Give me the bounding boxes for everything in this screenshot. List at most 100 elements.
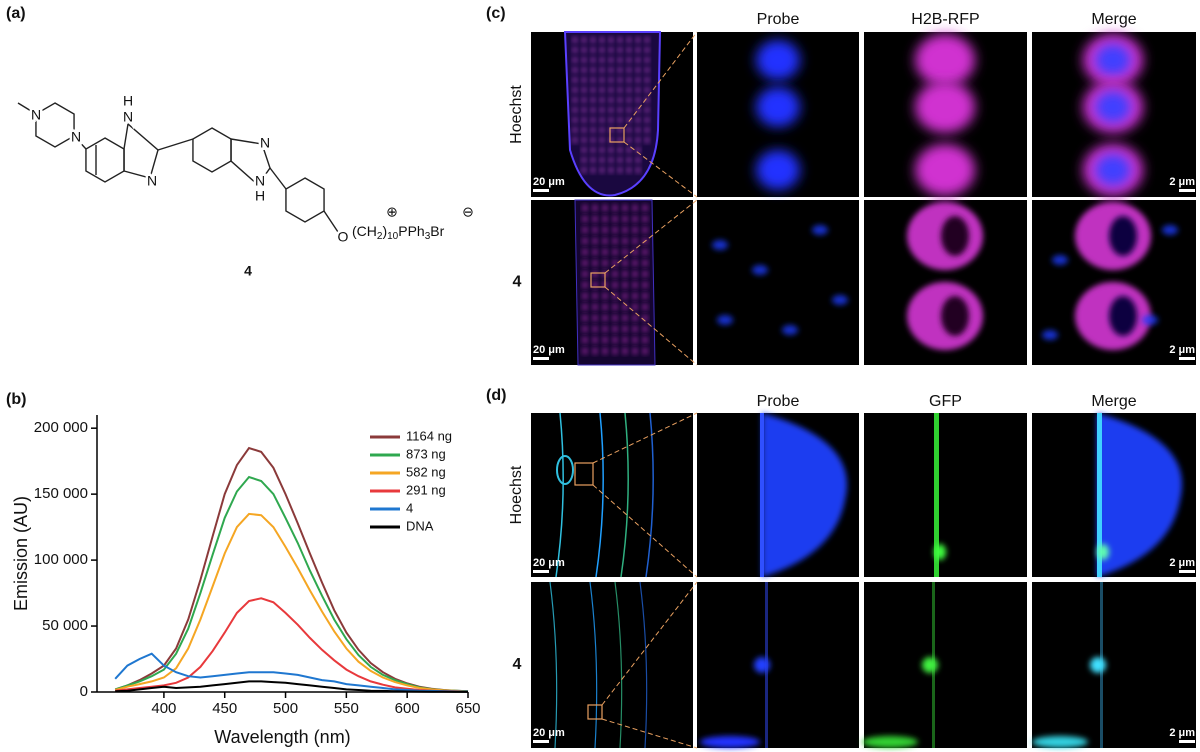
signal (602, 260, 608, 266)
signal (934, 544, 946, 560)
atom-label: O (338, 229, 349, 245)
scale-bar (1179, 189, 1195, 192)
series-line (114, 512, 469, 693)
zoom-line (601, 718, 698, 749)
zoom-line (604, 286, 698, 366)
signal (941, 296, 969, 336)
signal (599, 37, 605, 43)
signal (622, 326, 628, 332)
signal (644, 37, 650, 43)
signal (592, 315, 598, 321)
signal (572, 137, 578, 143)
y-tick-label: 100 000 (34, 551, 88, 568)
signal (622, 227, 628, 233)
signal (642, 315, 648, 321)
signal (602, 205, 608, 211)
zoom-box (590, 272, 606, 288)
signal (635, 147, 641, 153)
chain-part: Br (430, 223, 444, 239)
scale-bar-label: 2 μm (1169, 344, 1195, 356)
signal (832, 295, 848, 305)
zoom-line (592, 484, 698, 578)
signal (590, 67, 596, 73)
signal (1097, 544, 1109, 560)
signal (590, 127, 596, 133)
signal (622, 293, 628, 299)
atom-label: H (255, 188, 265, 204)
signal (635, 167, 641, 173)
signal (1095, 44, 1131, 76)
signal (581, 127, 587, 133)
signal (626, 107, 632, 113)
zoom-box (574, 462, 594, 486)
signal (581, 87, 587, 93)
signal (635, 127, 641, 133)
signal (644, 137, 650, 143)
signal (582, 326, 588, 332)
column-header: Probe (757, 393, 800, 410)
atom-label: N (255, 173, 265, 189)
cell-wall (595, 412, 604, 578)
signal (632, 282, 638, 288)
scale-bar (1179, 740, 1195, 743)
signal (622, 216, 628, 222)
signal (915, 34, 975, 86)
signal (581, 107, 587, 113)
cell-wall (614, 581, 623, 749)
signal (582, 238, 588, 244)
cell-wall (555, 412, 564, 578)
ring (192, 127, 232, 173)
signal (1095, 91, 1131, 123)
signal (756, 40, 800, 80)
x-tick-label: 600 (395, 700, 420, 717)
signal (617, 67, 623, 73)
signal (590, 97, 596, 103)
microscopy-panels: Probe H2B-RFP Merge Hoechst 4 20 μm 2 μm 20 μm 2… (508, 11, 1196, 749)
signal (590, 117, 596, 123)
signal (644, 117, 650, 123)
signal (590, 87, 596, 93)
atom-label: N (260, 135, 270, 151)
signal (782, 325, 798, 335)
scale-bar-label: 2 μm (1169, 557, 1195, 569)
signal (612, 227, 618, 233)
signal (642, 304, 648, 310)
micrograph (697, 200, 859, 365)
signal (612, 238, 618, 244)
signal (612, 337, 618, 343)
signal (602, 348, 608, 354)
signal (632, 348, 638, 354)
signal (590, 37, 596, 43)
atom-label: N (147, 173, 157, 189)
signal (617, 137, 623, 143)
signal (1090, 657, 1106, 673)
signal (608, 87, 614, 93)
panel-label: (a) (6, 5, 26, 22)
signal (632, 293, 638, 299)
signal (590, 147, 596, 153)
signal (608, 147, 614, 153)
signal (582, 227, 588, 233)
signal (581, 137, 587, 143)
signal (756, 150, 800, 190)
signal (626, 117, 632, 123)
signal (592, 260, 598, 266)
series-line (115, 597, 469, 693)
signal (812, 225, 828, 235)
signal (644, 87, 650, 93)
signal (700, 736, 760, 748)
signal (941, 216, 969, 256)
signal (644, 77, 650, 83)
zoom-line (604, 199, 698, 274)
zoom-line (601, 581, 698, 706)
signal (602, 227, 608, 233)
signal (632, 216, 638, 222)
signal (592, 227, 598, 233)
signal (608, 107, 614, 113)
signal (602, 337, 608, 343)
signal (581, 147, 587, 153)
signal (626, 47, 632, 53)
x-tick-label: 650 (455, 700, 480, 717)
bond (17, 102, 37, 115)
signal (626, 147, 632, 153)
